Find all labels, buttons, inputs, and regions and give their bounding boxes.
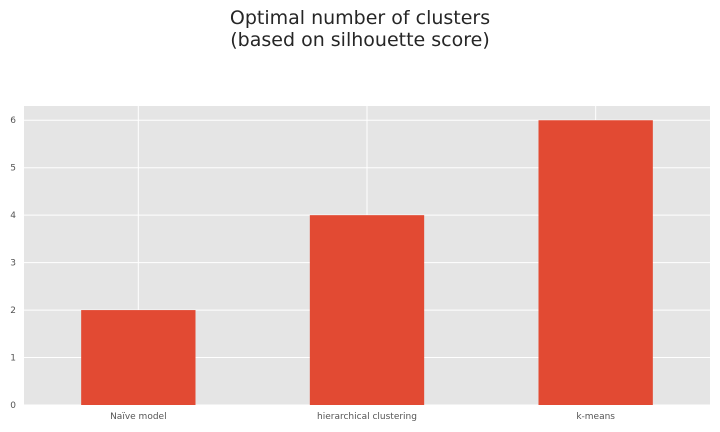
bar-2 — [538, 120, 653, 405]
y-axis-ticks: 0 1 2 3 4 5 6 — [10, 116, 16, 411]
y-tick-label: 5 — [10, 164, 16, 174]
x-axis-ticks: Naïve model hierarchical clustering k-mean… — [110, 412, 615, 422]
y-tick-label: 3 — [10, 259, 16, 269]
chart-title-line-2: (based on silhouette score) — [230, 29, 490, 51]
y-tick-label: 4 — [10, 211, 16, 221]
bar-0 — [81, 310, 196, 405]
chart-title-line-1: Optimal number of clusters — [229, 7, 491, 29]
x-tick-label: k-means — [576, 412, 615, 422]
y-tick-label: 6 — [10, 116, 16, 126]
x-tick-label: hierarchical clustering — [317, 412, 417, 422]
y-tick-label: 0 — [10, 401, 16, 411]
y-tick-label: 1 — [10, 354, 16, 364]
bars — [81, 120, 653, 405]
chart-title: Optimal number of clusters (based on sil… — [0, 7, 720, 51]
x-tick-label: Naïve model — [110, 412, 167, 422]
y-tick-label: 2 — [10, 306, 16, 316]
bar-1 — [309, 215, 425, 405]
